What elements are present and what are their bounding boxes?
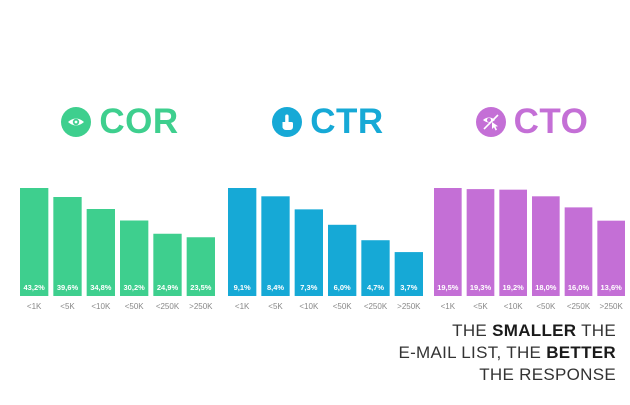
footer-text: THE [576, 321, 616, 340]
bar-value-label: 43,2% [24, 283, 46, 292]
bar-<5K [261, 196, 290, 296]
bar-value-label: 8,4% [267, 283, 284, 292]
category-tick-label: >250K [397, 302, 421, 311]
category-tick-label: <10K [299, 302, 319, 311]
category-tick-label: <250K [364, 302, 388, 311]
footer-emphasis: SMALLER [492, 321, 577, 340]
category-tick-label: <50K [125, 302, 145, 311]
category-tick-label: <50K [333, 302, 353, 311]
bar-value-label: 13,6% [601, 283, 623, 292]
footer-line-1: THE SMALLER THE [398, 320, 616, 342]
chart-title-cto: CTO [434, 104, 630, 139]
chart-title-cor: COR [20, 104, 220, 139]
chart-title-text: CTO [513, 102, 589, 141]
category-tick-label: <1K [27, 302, 42, 311]
bar-<1K [434, 188, 462, 296]
bar-chart-cto: 19,5% <1K 19,3% <5K 19,2% <10K 18,0% <50K 16,0% <… [434, 188, 625, 311]
footer-text: THE RESPONSE [479, 365, 616, 384]
bar->250K [394, 252, 423, 296]
category-tick-label: <5K [268, 302, 283, 311]
bar-value-label: 7,3% [300, 283, 317, 292]
bar-value-label: 30,2% [124, 283, 146, 292]
bar-<250K [153, 233, 182, 296]
footer-line-2: E-MAIL LIST, THE BETTER [398, 342, 616, 364]
footer-caption: THE SMALLER THE E-MAIL LIST, THE BETTER … [398, 320, 616, 386]
bar->250K [186, 237, 215, 296]
bar-<250K [564, 207, 593, 296]
bar-<5K [466, 189, 495, 296]
chart-title-ctr: CTR [228, 104, 428, 139]
category-tick-label: <50K [536, 302, 556, 311]
footer-text: THE [452, 321, 493, 340]
bar-<50K [328, 224, 357, 296]
bar-value-label: 39,6% [57, 283, 79, 292]
bar-chart-cor: 43,2% <1K 39,6% <5K 34,8% <10K 30,2% <50K 24,9% <… [20, 188, 215, 311]
bar-<1K [228, 188, 257, 296]
bar-value-label: 19,3% [470, 283, 492, 292]
bar-value-label: 9,1% [234, 283, 251, 292]
bar-value-label: 3,7% [400, 283, 417, 292]
chart-title-text: CTR [310, 102, 384, 141]
category-tick-label: <250K [567, 302, 591, 311]
bar-value-label: 24,9% [157, 283, 179, 292]
bar-value-label: 6,0% [334, 283, 351, 292]
bar-<1K [20, 188, 49, 296]
category-tick-label: <250K [156, 302, 180, 311]
bar-value-label: 23,5% [190, 283, 212, 292]
category-tick-label: <10K [504, 302, 524, 311]
click-through-icon [475, 106, 506, 137]
eye-icon [61, 106, 92, 137]
category-tick-label: >250K [189, 302, 213, 311]
bar-chart-ctr: 9,1% <1K 8,4% <5K 7,3% <10K 6,0% <50K 4,7% <250K 3… [228, 188, 423, 311]
bar-<50K [532, 196, 560, 296]
bar-<10K [86, 209, 115, 296]
bar-value-label: 34,8% [90, 283, 112, 292]
bar-value-label: 18,0% [535, 283, 557, 292]
bar->250K [597, 220, 625, 296]
category-tick-label: >250K [599, 302, 623, 311]
bar-value-label: 19,5% [437, 283, 459, 292]
chart-panel-cto: CTO 19,5% <1K 19,3% <5K 19,2% <10K 18,0% <50K 16… [434, 0, 630, 330]
bar-value-label: 4,7% [367, 283, 384, 292]
category-tick-label: <10K [91, 302, 111, 311]
footer-text: E-MAIL LIST, THE [398, 343, 547, 362]
bar-value-label: 16,0% [568, 283, 590, 292]
category-tick-label: <5K [473, 302, 488, 311]
bar-<10K [294, 209, 323, 296]
bar-<10K [499, 189, 527, 296]
bar-<50K [120, 220, 149, 296]
chart-panel-cor: COR 43,2% <1K 39,6% <5K 34,8% <10K 30,2% <50K 24… [20, 0, 220, 330]
category-tick-label: <5K [60, 302, 75, 311]
footer-line-3: THE RESPONSE [398, 364, 616, 386]
pointer-hand-icon [272, 106, 303, 137]
category-tick-label: <1K [235, 302, 250, 311]
bar-value-label: 19,2% [503, 283, 525, 292]
category-tick-label: <1K [441, 302, 456, 311]
chart-panel-ctr: CTR 9,1% <1K 8,4% <5K 7,3% <10K 6,0% <50K 4,7% <2… [228, 0, 428, 330]
footer-emphasis: BETTER [546, 343, 616, 362]
bar-<5K [53, 197, 82, 296]
bar-<250K [361, 240, 390, 296]
chart-title-text: COR [99, 102, 179, 141]
